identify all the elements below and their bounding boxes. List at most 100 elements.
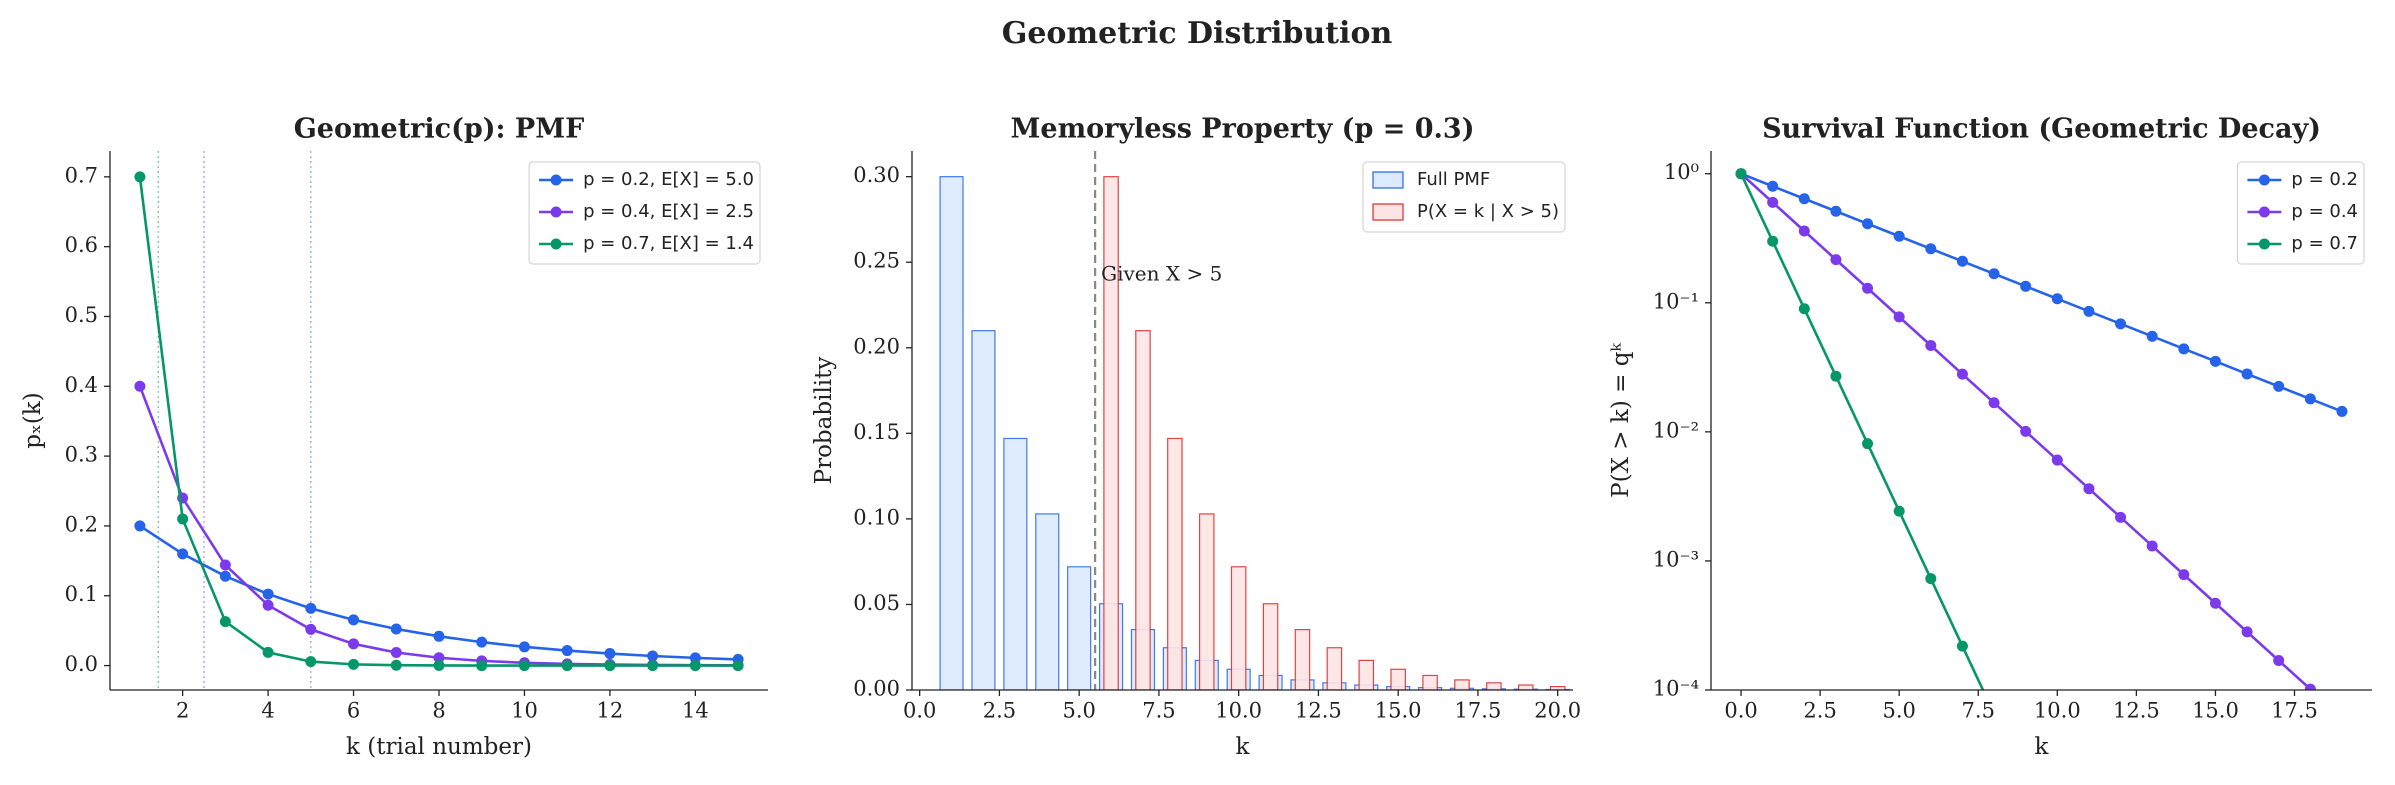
point (390, 623, 402, 635)
point (134, 380, 146, 392)
legend-label: p = 0.7, E[X] = 1.4 (583, 233, 754, 254)
legend-item: p = 0.7, E[X] = 1.4 (539, 233, 754, 254)
y-tick-label: 10⁻² (1653, 418, 1699, 442)
point (134, 520, 146, 532)
bar (1167, 437, 1183, 690)
point (1925, 340, 1937, 352)
legend-label: P(X = k | X > 5) (1417, 201, 1559, 222)
bar (939, 176, 964, 690)
series-line (1740, 172, 2314, 690)
x-axis-label: k (2035, 734, 2050, 760)
point (1862, 438, 1874, 450)
point (2146, 330, 2158, 342)
y-tick-label: 0.3 (65, 443, 98, 467)
point (2020, 280, 2032, 292)
x-tick-label: 17.5 (2271, 699, 2318, 723)
panel: Memoryless Property (p = 0.3) k Probabilit… (811, 114, 1581, 761)
legend: p = 0.2, E[X] = 5.0 p = 0.4, E[X] = 2.5 p … (528, 161, 761, 265)
point (1767, 235, 1779, 247)
y-tick-label: 10⁻¹ (1653, 289, 1699, 313)
panel-title: Memoryless Property (p = 0.3) (1011, 114, 1475, 145)
y-tick-label: 0.25 (853, 249, 900, 273)
bar (1326, 647, 1343, 690)
plot-area (1735, 168, 2348, 723)
point (604, 648, 616, 660)
bar (1454, 679, 1470, 690)
legend-item: Full PMF (1372, 169, 1490, 190)
legend-item: p = 0.4, E[X] = 2.5 (539, 201, 754, 222)
y-tick-label: 10⁻⁴ (1653, 677, 1699, 701)
y-tick-label: 0.5 (65, 303, 98, 327)
x-tick-label: 7.5 (1962, 699, 1995, 723)
x-axis-label: k (trial number) (346, 734, 532, 760)
point (2051, 454, 2063, 466)
x-axis-label: k (1236, 734, 1251, 760)
x-tick-label: 10.0 (1215, 699, 1262, 723)
series-line (1740, 172, 2343, 413)
legend: p = 0.2 p = 0.4 p = 0.7 (2236, 161, 2365, 265)
plot-area (939, 176, 1570, 690)
bar (1262, 603, 1279, 690)
point (647, 650, 659, 662)
point (2178, 343, 2190, 355)
point (732, 660, 744, 672)
y-tick-label: 0.7 (65, 163, 98, 187)
point (262, 599, 274, 611)
bar (1103, 176, 1119, 690)
panel-title: Geometric(p): PMF (294, 114, 585, 145)
legend-item: P(X = k | X > 5) (1372, 201, 1559, 222)
y-tick-label: 10⁰ (1664, 160, 1699, 184)
point (476, 660, 488, 672)
point (1862, 218, 1874, 230)
point (1956, 640, 1968, 652)
bar (971, 330, 996, 690)
bar (1003, 437, 1028, 690)
x-tick-label: 6 (347, 699, 360, 723)
point (433, 652, 445, 664)
point (2115, 318, 2127, 330)
point (219, 616, 231, 628)
point (348, 614, 360, 626)
point (1767, 196, 1779, 208)
point (262, 588, 274, 600)
figure-title: Geometric Distribution (1002, 16, 1393, 51)
legend-label: Full PMF (1417, 169, 1490, 190)
point (476, 636, 488, 648)
point (1925, 573, 1937, 585)
point (2336, 712, 2347, 723)
point (2051, 293, 2063, 305)
point (2241, 626, 2253, 638)
point (604, 660, 616, 672)
legend-label: p = 0.4 (2291, 201, 2358, 222)
point (689, 660, 701, 672)
x-tick-label: 12 (597, 699, 624, 723)
legend-swatch (1372, 171, 1404, 189)
point (2178, 569, 2190, 581)
point (2209, 597, 2221, 609)
point (2241, 368, 2253, 380)
y-tick-label: 0.20 (853, 334, 900, 358)
y-tick-label: 0.30 (853, 163, 900, 187)
x-tick-label: 17.5 (1455, 699, 1502, 723)
point (2083, 483, 2095, 495)
legend-item: p = 0.7 (2247, 233, 2358, 254)
point (134, 171, 146, 183)
legend-label: p = 0.2, E[X] = 5.0 (583, 169, 754, 190)
x-tick-label: 15.0 (1375, 699, 1422, 723)
bar (1358, 659, 1375, 690)
point (177, 513, 189, 525)
point (262, 646, 274, 658)
point (561, 645, 573, 657)
point (1862, 282, 1874, 294)
point (305, 623, 317, 635)
point (1735, 168, 1747, 180)
legend-box (1362, 161, 1566, 233)
point (2304, 393, 2316, 405)
y-tick-label: 10⁻³ (1653, 547, 1699, 571)
y-tick-label: 0.0 (65, 652, 98, 676)
x-tick-label: 12.5 (2113, 699, 2160, 723)
y-tick-label: 0.05 (853, 591, 900, 615)
point (1798, 225, 1810, 237)
legend-label: p = 0.7 (2291, 233, 2358, 254)
point (2146, 540, 2158, 552)
